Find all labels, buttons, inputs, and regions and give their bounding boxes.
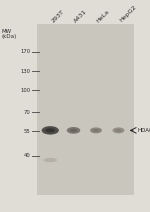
Text: 55: 55 [24, 129, 31, 134]
Text: 170: 170 [21, 49, 31, 54]
Ellipse shape [112, 127, 124, 133]
Text: 130: 130 [21, 68, 31, 74]
Text: 70: 70 [24, 110, 31, 115]
Text: 40: 40 [24, 153, 31, 158]
Ellipse shape [45, 128, 55, 132]
Text: A431: A431 [74, 8, 88, 23]
Ellipse shape [70, 129, 77, 132]
Text: 100: 100 [21, 88, 31, 93]
Bar [37, 24, 134, 195]
Ellipse shape [93, 129, 99, 132]
Ellipse shape [90, 127, 102, 133]
Text: 293T: 293T [50, 8, 65, 23]
Text: MW
(kDa): MW (kDa) [2, 29, 17, 39]
Text: HepG2: HepG2 [118, 5, 137, 23]
Ellipse shape [67, 127, 80, 134]
Ellipse shape [44, 158, 57, 162]
Text: HeLa: HeLa [96, 8, 111, 23]
Ellipse shape [42, 126, 59, 135]
Ellipse shape [115, 129, 122, 132]
Text: HDAC2: HDAC2 [137, 128, 150, 133]
